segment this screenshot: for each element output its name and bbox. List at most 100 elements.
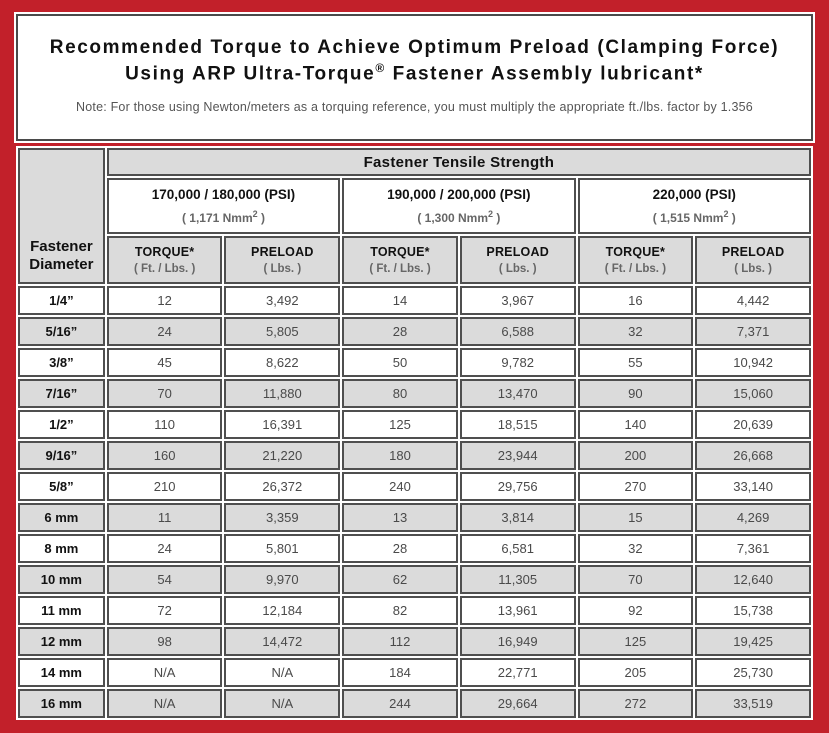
torque-value-cell: 90 [577, 379, 694, 408]
psi-label: 170,000 / 180,000 (PSI) [151, 187, 296, 202]
table-row: 9/16” 160 21,220 180 23,944 200 26,668 [18, 441, 811, 470]
preload-header-cell: PRELOAD ( Lbs. ) [224, 236, 341, 284]
psi-label: 190,000 / 200,000 (PSI) [387, 187, 531, 202]
preload-value-cell: 4,442 [695, 286, 811, 315]
diameter-cell: 10 mm [18, 565, 105, 594]
preload-value-cell: 3,359 [224, 503, 341, 532]
torque-header-cell: TORQUE* ( Ft. / Lbs. ) [342, 236, 458, 284]
torque-value-cell: 12 [106, 286, 223, 315]
torque-value-cell: 11 [106, 503, 223, 532]
preload-value-cell: 33,140 [695, 472, 811, 501]
preload-value-cell: 8,622 [224, 348, 341, 377]
torque-value-cell: 98 [106, 627, 223, 656]
torque-value-cell: 180 [342, 441, 458, 470]
torque-value-cell: 50 [342, 348, 458, 377]
corner-header-cell: Fastener Diameter [18, 148, 105, 284]
torque-value-cell: 28 [342, 317, 458, 346]
diameter-cell: 14 mm [18, 658, 105, 687]
preload-value-cell: 3,492 [224, 286, 341, 315]
torque-value-cell: 62 [342, 565, 458, 594]
torque-value-cell: 72 [106, 596, 223, 625]
preload-value-cell: 29,664 [459, 689, 576, 718]
torque-value-cell: 240 [342, 472, 458, 501]
table-row: 14 mm N/A N/A 184 22,771 205 25,730 [18, 658, 811, 687]
preload-value-cell: 14,472 [224, 627, 341, 656]
preload-header-cell: PRELOAD ( Lbs. ) [695, 236, 811, 284]
diameter-cell: 5/8” [18, 472, 105, 501]
torque-value-cell: 32 [577, 534, 694, 563]
torque-value-cell: 82 [342, 596, 458, 625]
torque-value-cell: 140 [577, 410, 694, 439]
preload-value-cell: 3,814 [459, 503, 576, 532]
preload-value-cell: 5,805 [224, 317, 341, 346]
preload-value-cell: 10,942 [695, 348, 811, 377]
preload-value-cell: 26,668 [695, 441, 811, 470]
preload-value-cell: 11,880 [224, 379, 341, 408]
diameter-cell: 16 mm [18, 689, 105, 718]
torque-value-cell: 112 [342, 627, 458, 656]
diameter-cell: 1/2” [18, 410, 105, 439]
torque-value-cell: 16 [577, 286, 694, 315]
table-row: 10 mm 54 9,970 62 11,305 70 12,640 [18, 565, 811, 594]
torque-value-cell: 125 [342, 410, 458, 439]
preload-value-cell: 25,730 [695, 658, 811, 687]
table-row: 3/8” 45 8,622 50 9,782 55 10,942 [18, 348, 811, 377]
torque-value-cell: 28 [342, 534, 458, 563]
preload-value-cell: 9,970 [224, 565, 341, 594]
torque-value-cell: 125 [577, 627, 694, 656]
preload-value-cell: 21,220 [224, 441, 341, 470]
preload-value-cell: 12,640 [695, 565, 811, 594]
preload-value-cell: 19,425 [695, 627, 811, 656]
torque-table: Fastener Diameter Fastener Tensile Stren… [16, 146, 813, 720]
diameter-cell: 7/16” [18, 379, 105, 408]
preload-value-cell: 18,515 [459, 410, 576, 439]
torque-value-cell: 200 [577, 441, 694, 470]
diameter-cell: 12 mm [18, 627, 105, 656]
preload-value-cell: 15,060 [695, 379, 811, 408]
torque-value-cell: 272 [577, 689, 694, 718]
torque-value-cell: 205 [577, 658, 694, 687]
torque-header-cell: TORQUE* ( Ft. / Lbs. ) [577, 236, 694, 284]
psi-header-cell-2: 220,000 (PSI) ( 1,515 Nmm2 ) [577, 178, 811, 234]
preload-value-cell: 29,756 [459, 472, 576, 501]
preload-header-cell: PRELOAD ( Lbs. ) [459, 236, 576, 284]
table-row: 5/8” 210 26,372 240 29,756 270 33,140 [18, 472, 811, 501]
preload-value-cell: 6,581 [459, 534, 576, 563]
table-row: 16 mm N/A N/A 244 29,664 272 33,519 [18, 689, 811, 718]
torque-value-cell: 80 [342, 379, 458, 408]
preload-value-cell: 26,372 [224, 472, 341, 501]
diameter-cell: 6 mm [18, 503, 105, 532]
title-box: Recommended Torque to Achieve Optimum Pr… [14, 12, 815, 143]
preload-value-cell: 15,738 [695, 596, 811, 625]
preload-value-cell: 13,470 [459, 379, 576, 408]
torque-value-cell: 15 [577, 503, 694, 532]
page-title-line2: Using ARP Ultra-Torque® Fastener Assembl… [28, 61, 801, 87]
table-row: 12 mm 98 14,472 112 16,949 125 19,425 [18, 627, 811, 656]
preload-value-cell: 4,269 [695, 503, 811, 532]
diameter-cell: 1/4” [18, 286, 105, 315]
torque-value-cell: 32 [577, 317, 694, 346]
diameter-cell: 3/8” [18, 348, 105, 377]
title-line2-suffix: Fastener Assembly lubricant* [385, 63, 704, 85]
torque-value-cell: 110 [106, 410, 223, 439]
preload-value-cell: 22,771 [459, 658, 576, 687]
registered-trademark: ® [375, 60, 386, 75]
torque-value-cell: N/A [106, 658, 223, 687]
torque-value-cell: 45 [106, 348, 223, 377]
torque-value-cell: 210 [106, 472, 223, 501]
preload-value-cell: 33,519 [695, 689, 811, 718]
nmm-label: ( 1,300 Nmm2 ) [417, 209, 501, 225]
preload-value-cell: N/A [224, 658, 341, 687]
preload-value-cell: 11,305 [459, 565, 576, 594]
preload-value-cell: 9,782 [459, 348, 576, 377]
preload-value-cell: 12,184 [224, 596, 341, 625]
preload-value-cell: 6,588 [459, 317, 576, 346]
torque-value-cell: 14 [342, 286, 458, 315]
preload-value-cell: 16,391 [224, 410, 341, 439]
nmm-label: ( 1,515 Nmm2 ) [652, 209, 736, 225]
torque-value-cell: 70 [106, 379, 223, 408]
torque-value-cell: 55 [577, 348, 694, 377]
table-row: 1/4” 12 3,492 14 3,967 16 4,442 [18, 286, 811, 315]
preload-value-cell: 16,949 [459, 627, 576, 656]
